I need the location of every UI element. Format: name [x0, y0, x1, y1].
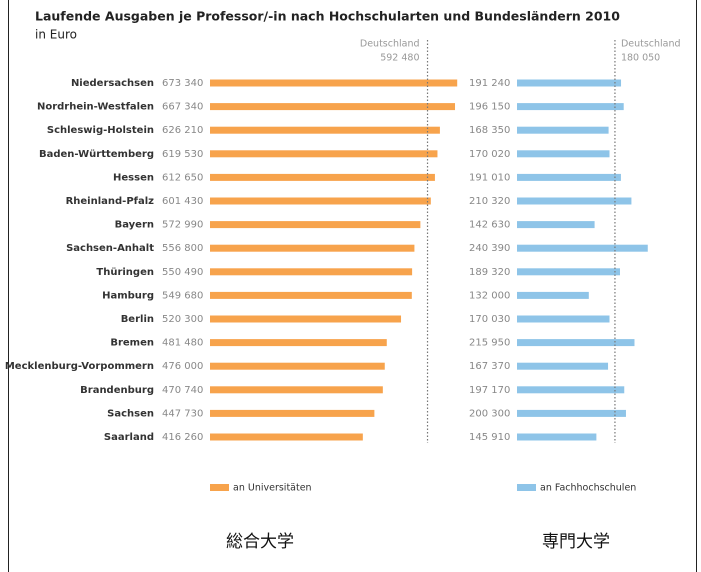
value-label: 142 630: [469, 220, 510, 231]
bar: [517, 103, 624, 111]
value-label: 197 170: [469, 385, 510, 396]
category-label: Hessen: [113, 172, 154, 183]
bar: [210, 244, 415, 252]
value-label: 619 530: [162, 149, 203, 160]
legend-swatch: [210, 484, 229, 491]
value-label: 673 340: [162, 78, 203, 89]
reference-label: Deutschland: [621, 39, 681, 50]
value-label: 240 390: [469, 243, 510, 254]
value-label: 132 000: [469, 290, 510, 301]
value-label: 549 680: [162, 290, 203, 301]
bar: [210, 103, 456, 111]
value-label: 196 150: [469, 102, 510, 113]
value-label: 550 490: [162, 267, 203, 278]
category-label: Bremen: [110, 338, 154, 349]
value-label: 200 300: [469, 408, 510, 419]
bar: [210, 221, 421, 229]
bar: [210, 315, 402, 323]
bar: [210, 339, 387, 347]
value-label: 612 650: [162, 172, 203, 183]
value-label: 170 030: [469, 314, 510, 325]
bar: [210, 268, 413, 276]
category-label: Sachsen-Anhalt: [66, 243, 154, 254]
category-label: Sachsen: [107, 408, 154, 419]
category-label: Niedersachsen: [71, 78, 154, 89]
value-label: 667 340: [162, 102, 203, 113]
category-label: Hamburg: [102, 290, 154, 301]
bar: [517, 315, 610, 323]
value-label: 520 300: [162, 314, 203, 325]
bar: [517, 244, 648, 252]
bar: [210, 409, 375, 417]
value-label: 601 430: [162, 196, 203, 207]
reference-value: 592 480: [380, 53, 419, 64]
bar: [517, 268, 620, 276]
value-label: 189 320: [469, 267, 510, 278]
bar: [210, 173, 435, 181]
value-label: 476 000: [162, 361, 203, 372]
bar: [517, 409, 626, 417]
category-label: Schleswig-Holstein: [47, 125, 154, 136]
bar: [517, 291, 589, 299]
bar: [517, 197, 632, 205]
bar: [210, 386, 383, 394]
value-label: 447 730: [162, 408, 203, 419]
value-label: 470 740: [162, 385, 203, 396]
bar: [517, 173, 621, 181]
category-label: Nordrhein-Westfalen: [37, 102, 154, 113]
bar: [517, 221, 595, 229]
category-label: Berlin: [121, 314, 154, 325]
bar: [517, 433, 597, 441]
category-label: Thüringen: [96, 267, 154, 278]
bar: [210, 197, 431, 205]
bar: [517, 362, 609, 370]
legend-swatch: [517, 484, 536, 491]
category-label: Bayern: [115, 220, 154, 231]
value-label: 210 320: [469, 196, 510, 207]
chart-title: Laufende Ausgaben je Professor/-in nach …: [35, 9, 620, 24]
reference-label: Deutschland: [360, 39, 420, 50]
bar: [210, 79, 458, 87]
bar: [517, 339, 635, 347]
value-label: 215 950: [469, 338, 510, 349]
category-label: Baden-Württemberg: [39, 149, 154, 160]
legend-label: an Universitäten: [233, 483, 312, 494]
chart-subtitle: in Euro: [35, 28, 77, 42]
caption: 総合大学: [226, 532, 294, 552]
legend-label: an Fachhochschulen: [540, 483, 636, 494]
value-label: 416 260: [162, 432, 203, 443]
value-label: 167 370: [469, 361, 510, 372]
value-label: 168 350: [469, 125, 510, 136]
reference-value: 180 050: [621, 53, 660, 64]
bar: [517, 150, 610, 158]
category-label: Mecklenburg-Vorpommern: [5, 361, 154, 372]
value-label: 145 910: [469, 432, 510, 443]
caption: 専門大学: [542, 532, 610, 552]
bar: [210, 362, 385, 370]
value-label: 481 480: [162, 338, 203, 349]
value-label: 572 990: [162, 220, 203, 231]
category-label: Saarland: [104, 432, 154, 443]
bar: [210, 291, 412, 299]
value-label: 191 010: [469, 172, 510, 183]
category-label: Rheinland-Pfalz: [66, 196, 155, 207]
value-label: 556 800: [162, 243, 203, 254]
bar: [210, 126, 440, 134]
value-label: 191 240: [469, 78, 510, 89]
category-label: Brandenburg: [80, 385, 154, 396]
bar: [210, 150, 438, 158]
bar: [210, 433, 363, 441]
value-label: 170 020: [469, 149, 510, 160]
bar: [517, 386, 625, 394]
bar: [517, 79, 622, 87]
value-label: 626 210: [162, 125, 203, 136]
bar: [517, 126, 609, 134]
